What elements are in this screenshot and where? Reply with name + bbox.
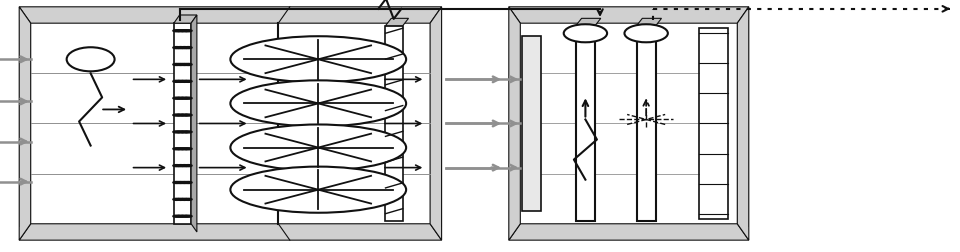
Polygon shape [386, 26, 403, 221]
Polygon shape [430, 7, 442, 240]
Ellipse shape [624, 24, 668, 42]
Circle shape [180, 47, 188, 49]
Ellipse shape [66, 47, 114, 71]
Circle shape [173, 64, 180, 66]
Circle shape [177, 148, 184, 150]
Circle shape [184, 165, 192, 167]
Polygon shape [576, 18, 601, 26]
Polygon shape [509, 7, 520, 240]
Polygon shape [174, 23, 191, 224]
Circle shape [184, 47, 192, 49]
Circle shape [177, 30, 184, 32]
Circle shape [173, 47, 180, 49]
Circle shape [184, 97, 192, 99]
Circle shape [173, 165, 180, 167]
Polygon shape [509, 7, 749, 23]
Circle shape [230, 124, 406, 171]
Circle shape [184, 131, 192, 133]
Polygon shape [737, 7, 749, 240]
Circle shape [184, 114, 192, 116]
Polygon shape [31, 23, 430, 224]
Polygon shape [19, 7, 31, 240]
Circle shape [173, 181, 180, 183]
Circle shape [184, 181, 192, 183]
Circle shape [177, 47, 184, 49]
Circle shape [180, 131, 188, 133]
Polygon shape [19, 7, 442, 23]
Circle shape [230, 36, 406, 82]
Circle shape [180, 80, 188, 82]
Polygon shape [509, 224, 749, 240]
Circle shape [177, 165, 184, 167]
Circle shape [184, 215, 192, 217]
Polygon shape [386, 18, 409, 26]
Polygon shape [174, 15, 197, 23]
Circle shape [230, 167, 406, 213]
Circle shape [180, 198, 188, 200]
Circle shape [180, 30, 188, 32]
Circle shape [177, 181, 184, 183]
Circle shape [173, 148, 180, 150]
Circle shape [177, 131, 184, 133]
Circle shape [173, 30, 180, 32]
Circle shape [184, 148, 192, 150]
Circle shape [173, 215, 180, 217]
Circle shape [180, 64, 188, 66]
Ellipse shape [564, 24, 607, 42]
Polygon shape [522, 36, 541, 211]
Circle shape [184, 80, 192, 82]
Circle shape [180, 97, 188, 99]
Circle shape [180, 114, 188, 116]
Circle shape [173, 97, 180, 99]
Circle shape [173, 114, 180, 116]
Circle shape [173, 131, 180, 133]
Circle shape [177, 215, 184, 217]
Polygon shape [509, 20, 749, 227]
Circle shape [184, 30, 192, 32]
Polygon shape [520, 23, 737, 224]
Circle shape [180, 181, 188, 183]
Circle shape [180, 148, 188, 150]
Circle shape [173, 198, 180, 200]
Circle shape [177, 80, 184, 82]
Circle shape [177, 114, 184, 116]
Circle shape [230, 80, 406, 127]
Circle shape [177, 97, 184, 99]
Circle shape [184, 198, 192, 200]
Polygon shape [19, 20, 442, 227]
Circle shape [180, 215, 188, 217]
Circle shape [173, 80, 180, 82]
Polygon shape [191, 15, 197, 232]
Circle shape [177, 198, 184, 200]
Polygon shape [636, 26, 656, 221]
Circle shape [177, 64, 184, 66]
Circle shape [184, 64, 192, 66]
Polygon shape [636, 18, 661, 26]
Polygon shape [576, 26, 595, 221]
Polygon shape [19, 224, 442, 240]
Circle shape [180, 165, 188, 167]
